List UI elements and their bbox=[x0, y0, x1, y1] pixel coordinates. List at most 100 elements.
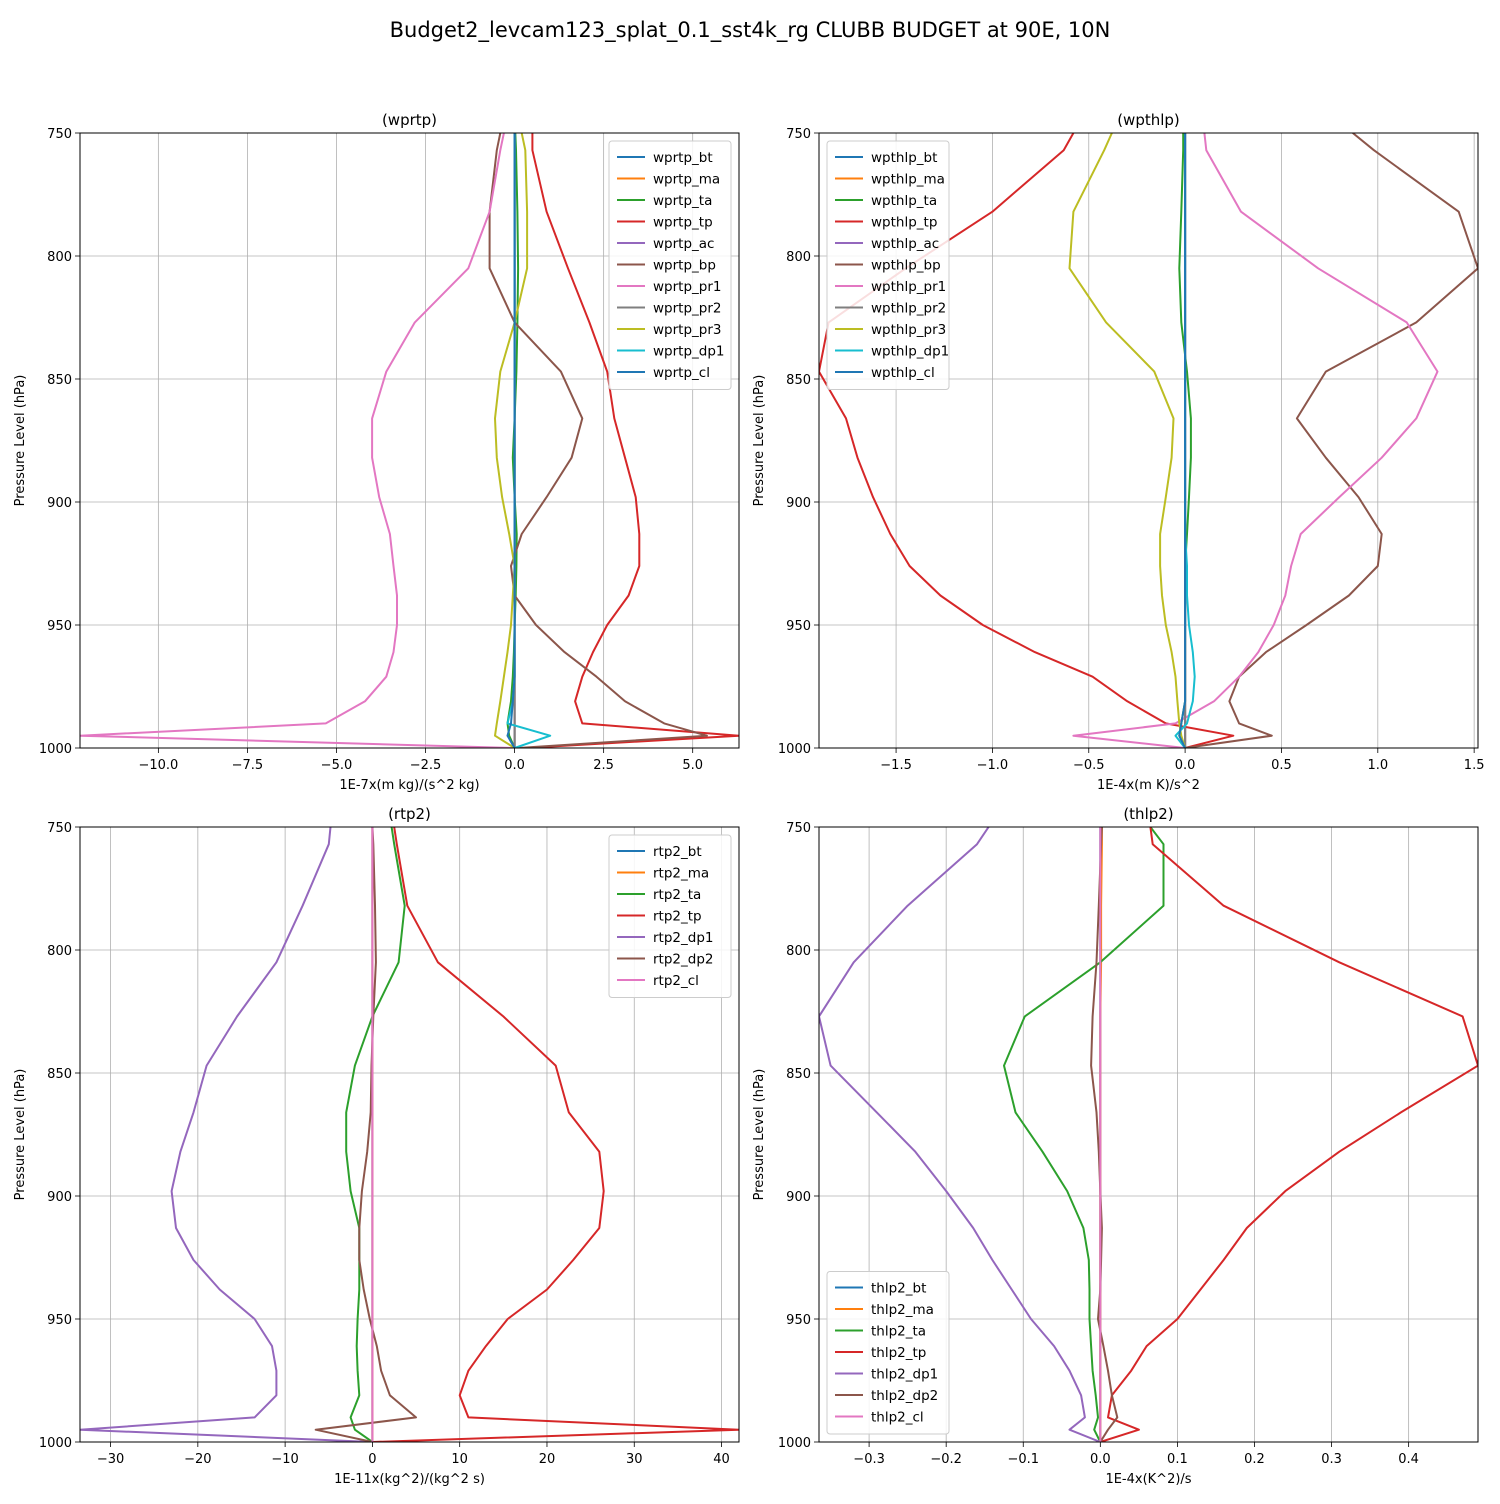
y-tick-label: 1000 bbox=[778, 742, 811, 757]
panel-title: (thlp2) bbox=[1123, 805, 1173, 823]
series-line-wpthlp_bp bbox=[1184, 133, 1478, 748]
y-tick-label: 1000 bbox=[39, 742, 72, 757]
legend: thlp2_bt thlp2_ma thlp2_ta thlp2_tp thlp2_dp… bbox=[826, 1271, 950, 1435]
series-group bbox=[80, 827, 739, 1442]
legend-entry: thlp2_cl bbox=[871, 1410, 924, 1426]
y-tick-label: 900 bbox=[47, 496, 72, 511]
legend-entry: wprtp_ac bbox=[653, 236, 714, 252]
series-line-wpthlp_pr3 bbox=[1068, 133, 1187, 748]
y-tick-label: 850 bbox=[47, 1067, 72, 1082]
legend-entry: wpthlp_ta bbox=[871, 193, 937, 209]
series-line-thlp2_dp2 bbox=[1090, 827, 1119, 1442]
series-line-wpthlp_pr1 bbox=[1072, 133, 1439, 748]
y-axis-label: Pressure Level (hPa) bbox=[752, 1069, 767, 1201]
x-tick-label: 10 bbox=[451, 1452, 468, 1467]
x-tick-label: 5.0 bbox=[682, 758, 703, 773]
legend-entry: rtp2_ma bbox=[653, 866, 709, 882]
x-tick-label: 0.3 bbox=[1321, 1452, 1342, 1467]
y-tick-label: 800 bbox=[786, 250, 811, 265]
legend-entry: wprtp_ma bbox=[653, 172, 720, 188]
legend-entry: wprtp_tp bbox=[653, 215, 713, 231]
x-tick-label: 0.4 bbox=[1398, 1452, 1419, 1467]
legend-entry: wprtp_pr2 bbox=[653, 301, 721, 317]
x-tick-label: 0.0 bbox=[1090, 1452, 1111, 1467]
y-tick-label: 900 bbox=[47, 1190, 72, 1205]
legend-entry: wpthlp_pr1 bbox=[871, 279, 946, 295]
legend-entry: rtp2_bt bbox=[653, 844, 702, 860]
x-tick-label: −0.5 bbox=[1073, 758, 1105, 773]
legend-entry: rtp2_tp bbox=[653, 909, 702, 925]
axes-frame bbox=[79, 826, 740, 1443]
series-group bbox=[819, 827, 1478, 1442]
x-tick-label: 0 bbox=[368, 1452, 376, 1467]
x-tick-label: −5.0 bbox=[321, 758, 353, 773]
y-axis-label: Pressure Level (hPa) bbox=[13, 1069, 28, 1201]
chart-panel-1: −1.5 −1.0 −0.5 0.0 0.5 1.0 1.5 750 800 850 900 950 1… bbox=[752, 111, 1484, 793]
y-tick-label: 900 bbox=[786, 496, 811, 511]
x-tick-label: 2.5 bbox=[593, 758, 614, 773]
panel-title: (wpthlp) bbox=[1117, 111, 1180, 129]
y-tick-label: 900 bbox=[786, 1190, 811, 1205]
x-tick-label: 0.0 bbox=[1175, 758, 1196, 773]
x-tick-label: 0.2 bbox=[1244, 1452, 1265, 1467]
legend-entry: wprtp_bt bbox=[653, 150, 713, 166]
y-axis-label: Pressure Level (hPa) bbox=[13, 375, 28, 507]
y-tick-label: 800 bbox=[786, 944, 811, 959]
y-tick-label: 750 bbox=[786, 821, 811, 836]
y-tick-label: 850 bbox=[47, 373, 72, 388]
x-tick-label: −10 bbox=[271, 1452, 298, 1467]
x-tick-label: 20 bbox=[539, 1452, 556, 1467]
legend-entry: wpthlp_pr3 bbox=[871, 322, 946, 338]
series-line-wprtp_pr1 bbox=[80, 133, 515, 748]
y-tick-label: 950 bbox=[47, 619, 72, 634]
series-line-rtp2_dp2 bbox=[314, 827, 417, 1442]
x-tick-label: −20 bbox=[184, 1452, 211, 1467]
x-tick-label: −10.0 bbox=[138, 758, 178, 773]
x-tick-label: −0.1 bbox=[1007, 1452, 1039, 1467]
legend-entry: wprtp_ta bbox=[653, 193, 712, 209]
y-tick-label: 850 bbox=[786, 1067, 811, 1082]
legend-entry: thlp2_bt bbox=[871, 1281, 926, 1297]
series-line-wprtp_bp bbox=[488, 133, 708, 748]
legend-entry: wprtp_pr3 bbox=[653, 322, 721, 338]
figure-title: Budget2_levcam123_splat_0.1_sst4k_rg CLU… bbox=[390, 18, 1111, 43]
axes-frame bbox=[818, 826, 1479, 1443]
x-tick-label: 0.5 bbox=[1271, 758, 1292, 773]
x-tick-label: −0.3 bbox=[853, 1452, 885, 1467]
series-line-wprtp_ta bbox=[506, 133, 520, 748]
x-tick-label: 0.1 bbox=[1167, 1452, 1188, 1467]
legend-box bbox=[826, 140, 950, 390]
series-line-rtp2_tp bbox=[372, 827, 739, 1442]
legend-entry: wpthlp_tp bbox=[871, 215, 937, 231]
y-tick-label: 800 bbox=[47, 944, 72, 959]
chart-panel-0: −10.0 −7.5 −5.0 −2.5 0.0 2.5 5.0 750 800 850 900 95… bbox=[13, 111, 740, 793]
legend-entry: rtp2_ta bbox=[653, 887, 701, 903]
x-tick-label: 0.0 bbox=[504, 758, 525, 773]
y-tick-label: 750 bbox=[47, 127, 72, 142]
legend-box bbox=[608, 140, 732, 390]
legend-entry: rtp2_dp1 bbox=[653, 930, 713, 946]
axes-frame bbox=[79, 132, 740, 749]
legend-box bbox=[826, 1271, 950, 1435]
legend-entry: wpthlp_bp bbox=[871, 258, 941, 274]
legend-entry: thlp2_tp bbox=[871, 1345, 926, 1361]
legend-entry: wprtp_pr1 bbox=[653, 279, 721, 295]
legend-entry: rtp2_cl bbox=[653, 973, 699, 989]
legend-entry: thlp2_dp2 bbox=[871, 1388, 938, 1404]
x-tick-label: −1.0 bbox=[977, 758, 1009, 773]
series-line-wprtp_cl bbox=[506, 133, 516, 748]
legend: wprtp_bt wprtp_ma wprtp_ta wprtp_tp wprtp_ac… bbox=[608, 140, 732, 390]
x-tick-label: −0.2 bbox=[930, 1452, 962, 1467]
x-tick-label: 30 bbox=[626, 1452, 643, 1467]
y-tick-label: 950 bbox=[786, 1313, 811, 1328]
y-tick-label: 1000 bbox=[778, 1436, 811, 1451]
legend-entry: wprtp_bp bbox=[653, 258, 716, 274]
chart-panel-3: −0.3 −0.2 −0.1 0.0 0.1 0.2 0.3 0.4 750 800 850 900 9… bbox=[752, 805, 1479, 1487]
legend-entry: rtp2_dp2 bbox=[653, 952, 713, 968]
y-tick-label: 750 bbox=[786, 127, 811, 142]
legend-entry: wpthlp_cl bbox=[871, 365, 935, 381]
x-axis-label: 1E-4x(m K)/s^2 bbox=[1097, 778, 1200, 793]
legend: wpthlp_bt wpthlp_ma wpthlp_ta wpthlp_tpwpth… bbox=[826, 140, 950, 390]
